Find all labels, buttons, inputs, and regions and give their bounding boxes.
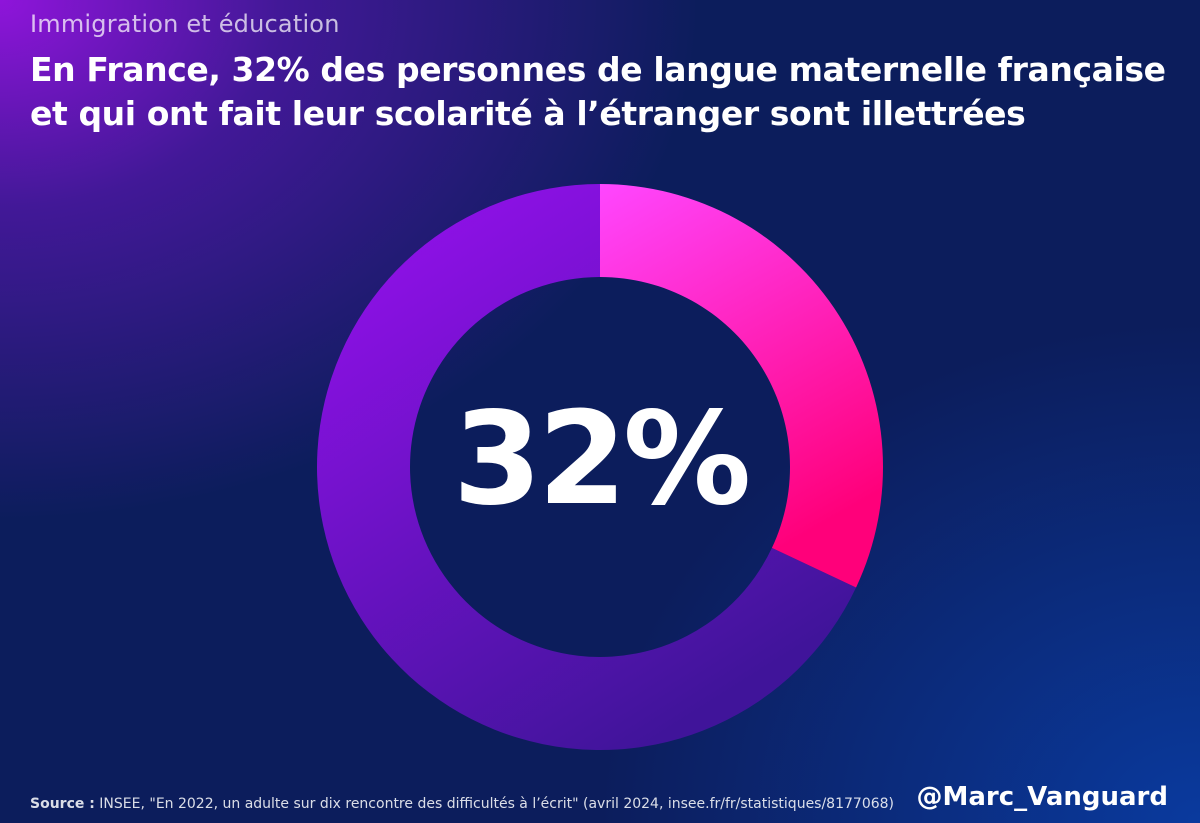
author-handle: @Marc_Vanguard xyxy=(916,782,1168,812)
donut-slice-highlight xyxy=(600,184,883,588)
chart-subtitle: Immigration et éducation xyxy=(30,10,340,38)
source-text: INSEE, "En 2022, un adulte sur dix renco… xyxy=(94,796,894,812)
donut-slice-rest xyxy=(316,184,857,750)
source-label: Source : xyxy=(30,796,95,812)
chart-title: En France, 32% des personnes de langue m… xyxy=(30,50,1166,133)
center-percentage: 32% xyxy=(452,385,751,534)
source-note: Source : INSEE, "En 2022, un adulte sur … xyxy=(30,796,894,812)
